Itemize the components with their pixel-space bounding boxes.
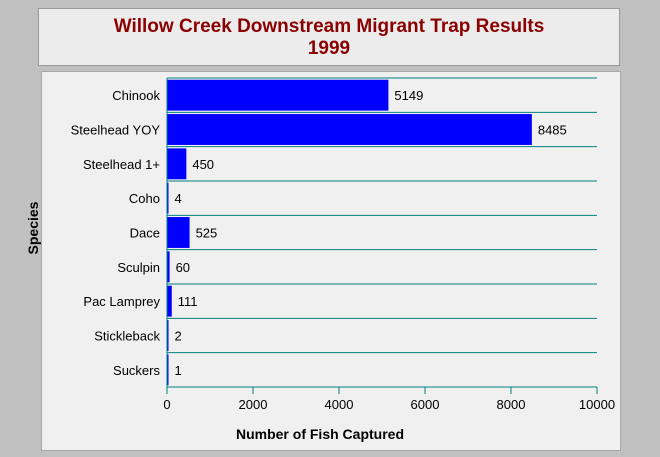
category-label: Stickleback	[94, 329, 160, 344]
data-label: 1	[175, 363, 182, 378]
x-axis-label: Number of Fish Captured	[236, 426, 404, 442]
data-label: 111	[178, 294, 198, 309]
x-tick-label: 10000	[579, 397, 615, 412]
category-label: Pac Lamprey	[83, 294, 160, 309]
category-label: Sculpin	[117, 260, 160, 275]
chart-subtitle: 1999	[307, 38, 351, 59]
category-label: Steelhead YOY	[71, 123, 161, 138]
category-label: Steelhead 1+	[83, 157, 160, 172]
chart-title-box: Willow Creek Downstream Migrant Trap Res…	[38, 8, 620, 66]
bar-stickleback	[167, 320, 169, 351]
chart-title: Willow Creek Downstream Migrant Trap Res…	[113, 16, 545, 37]
bar-chinook	[167, 79, 389, 111]
bar-pac-lamprey	[167, 285, 172, 317]
data-label: 8485	[538, 123, 567, 138]
labels: Chinook 5149 Steelhead YOY 8485 Steelhead 1+…	[71, 88, 615, 412]
bar-coho	[167, 182, 169, 214]
x-tick-label: 6000	[411, 397, 440, 412]
bar-dace	[167, 217, 190, 248]
data-label: 525	[196, 226, 218, 241]
axes	[166, 78, 598, 394]
bar-sculpin	[167, 251, 170, 283]
data-label: 5149	[394, 88, 423, 103]
data-label: 4	[175, 191, 182, 206]
y-axis-label: Species	[25, 201, 41, 254]
category-label: Chinook	[112, 88, 160, 103]
x-tick-label: 0	[163, 397, 170, 412]
category-label: Dace	[130, 226, 160, 241]
category-label: Coho	[129, 191, 160, 206]
data-label: 450	[192, 157, 214, 172]
bar-suckers	[167, 354, 169, 386]
data-label: 2	[175, 329, 182, 344]
bar-steelhead-1-	[167, 148, 187, 180]
x-tick-label: 4000	[325, 397, 354, 412]
x-tick-label: 8000	[497, 397, 526, 412]
x-tick-label: 2000	[239, 397, 268, 412]
bar-steelhead-yoy	[167, 114, 532, 145]
data-label: 60	[176, 260, 190, 275]
bars	[167, 79, 532, 386]
category-label: Suckers	[113, 363, 160, 378]
